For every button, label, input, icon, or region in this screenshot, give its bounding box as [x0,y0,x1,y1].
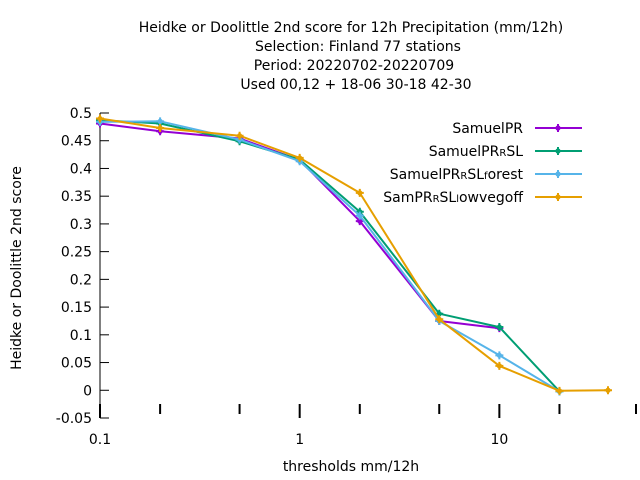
title-line-2: Selection: Finland 77 stations [255,39,461,55]
data-point [555,386,564,395]
x-axis-label: thresholds mm/12h [283,459,419,475]
x-tick-label: 10 [490,432,508,448]
legend-item: SamuelPRRSL [429,144,582,160]
series-SamPR_RSL_lowvegoff [96,114,612,395]
y-tick-label: 0.05 [61,356,92,372]
y-axis-label: Heidke or Doolittle 2nd score [9,166,25,370]
legend-swatch-marker [554,170,562,178]
data-series [96,114,612,396]
series-line [99,120,561,393]
legend-item: SamuelPRRSLforest [390,167,582,183]
legend-item: SamuelPR [452,121,582,137]
data-point [156,117,165,126]
data-point [495,323,504,332]
series-SamuelPR_RSL_forest [96,117,564,396]
x-tick-label: 0.1 [89,432,111,448]
legend-label: SamuelPR [452,121,523,137]
legend-swatch-marker [554,124,562,132]
axis-ticks: 0.5 0.45 0.4 0.35 0.3 0.25 0.2 0.15 0.1 0.05 0 -0.0… [56,106,637,448]
title-line-1: Heidke or Doolittle 2nd score for 12h Pr… [139,20,564,36]
data-point [435,315,444,324]
data-point [295,153,304,162]
y-tick-label: 0.4 [70,161,92,177]
series-line [99,119,561,393]
y-tick-label: 0.35 [61,189,92,205]
series-line [99,117,609,392]
legend-label: SamPRRSLlowvegoff [383,190,523,206]
data-point [495,351,504,360]
data-point [96,114,104,123]
y-tick-label: 0.2 [70,272,92,288]
chart-title: Heidke or Doolittle 2nd score for 12h Pr… [139,20,564,93]
data-point [355,211,364,220]
y-tick-label: 0.5 [70,106,92,122]
data-point [156,123,165,132]
data-point [355,188,364,197]
y-tick-label: 0 [83,383,92,399]
data-point [495,361,504,370]
y-tick-label: 0.1 [70,328,92,344]
legend-label: SamuelPRRSLforest [390,167,524,183]
legend-item: SamPRRSLlowvegoff [383,190,582,206]
legend-swatch-marker [554,147,562,155]
legend: SamuelPR SamuelPRRSL SamuelPRRSLforest SamP… [383,121,582,206]
title-line-3: Period: 20220702-20220709 [254,58,454,74]
y-tick-label: -0.05 [56,411,92,427]
y-tick-label: 0.25 [61,245,92,261]
data-point [604,386,612,395]
y-tick-label: 0.45 [61,134,92,150]
x-tick-label: 1 [295,432,304,448]
title-line-4: Used 00,12 + 18-06 30-18 42-30 [240,77,471,93]
data-point [235,131,244,140]
y-tick-label: 0.3 [70,217,92,233]
legend-swatch-marker [554,193,562,201]
legend-label: SamuelPRRSL [429,144,523,160]
y-tick-label: 0.15 [61,300,92,316]
